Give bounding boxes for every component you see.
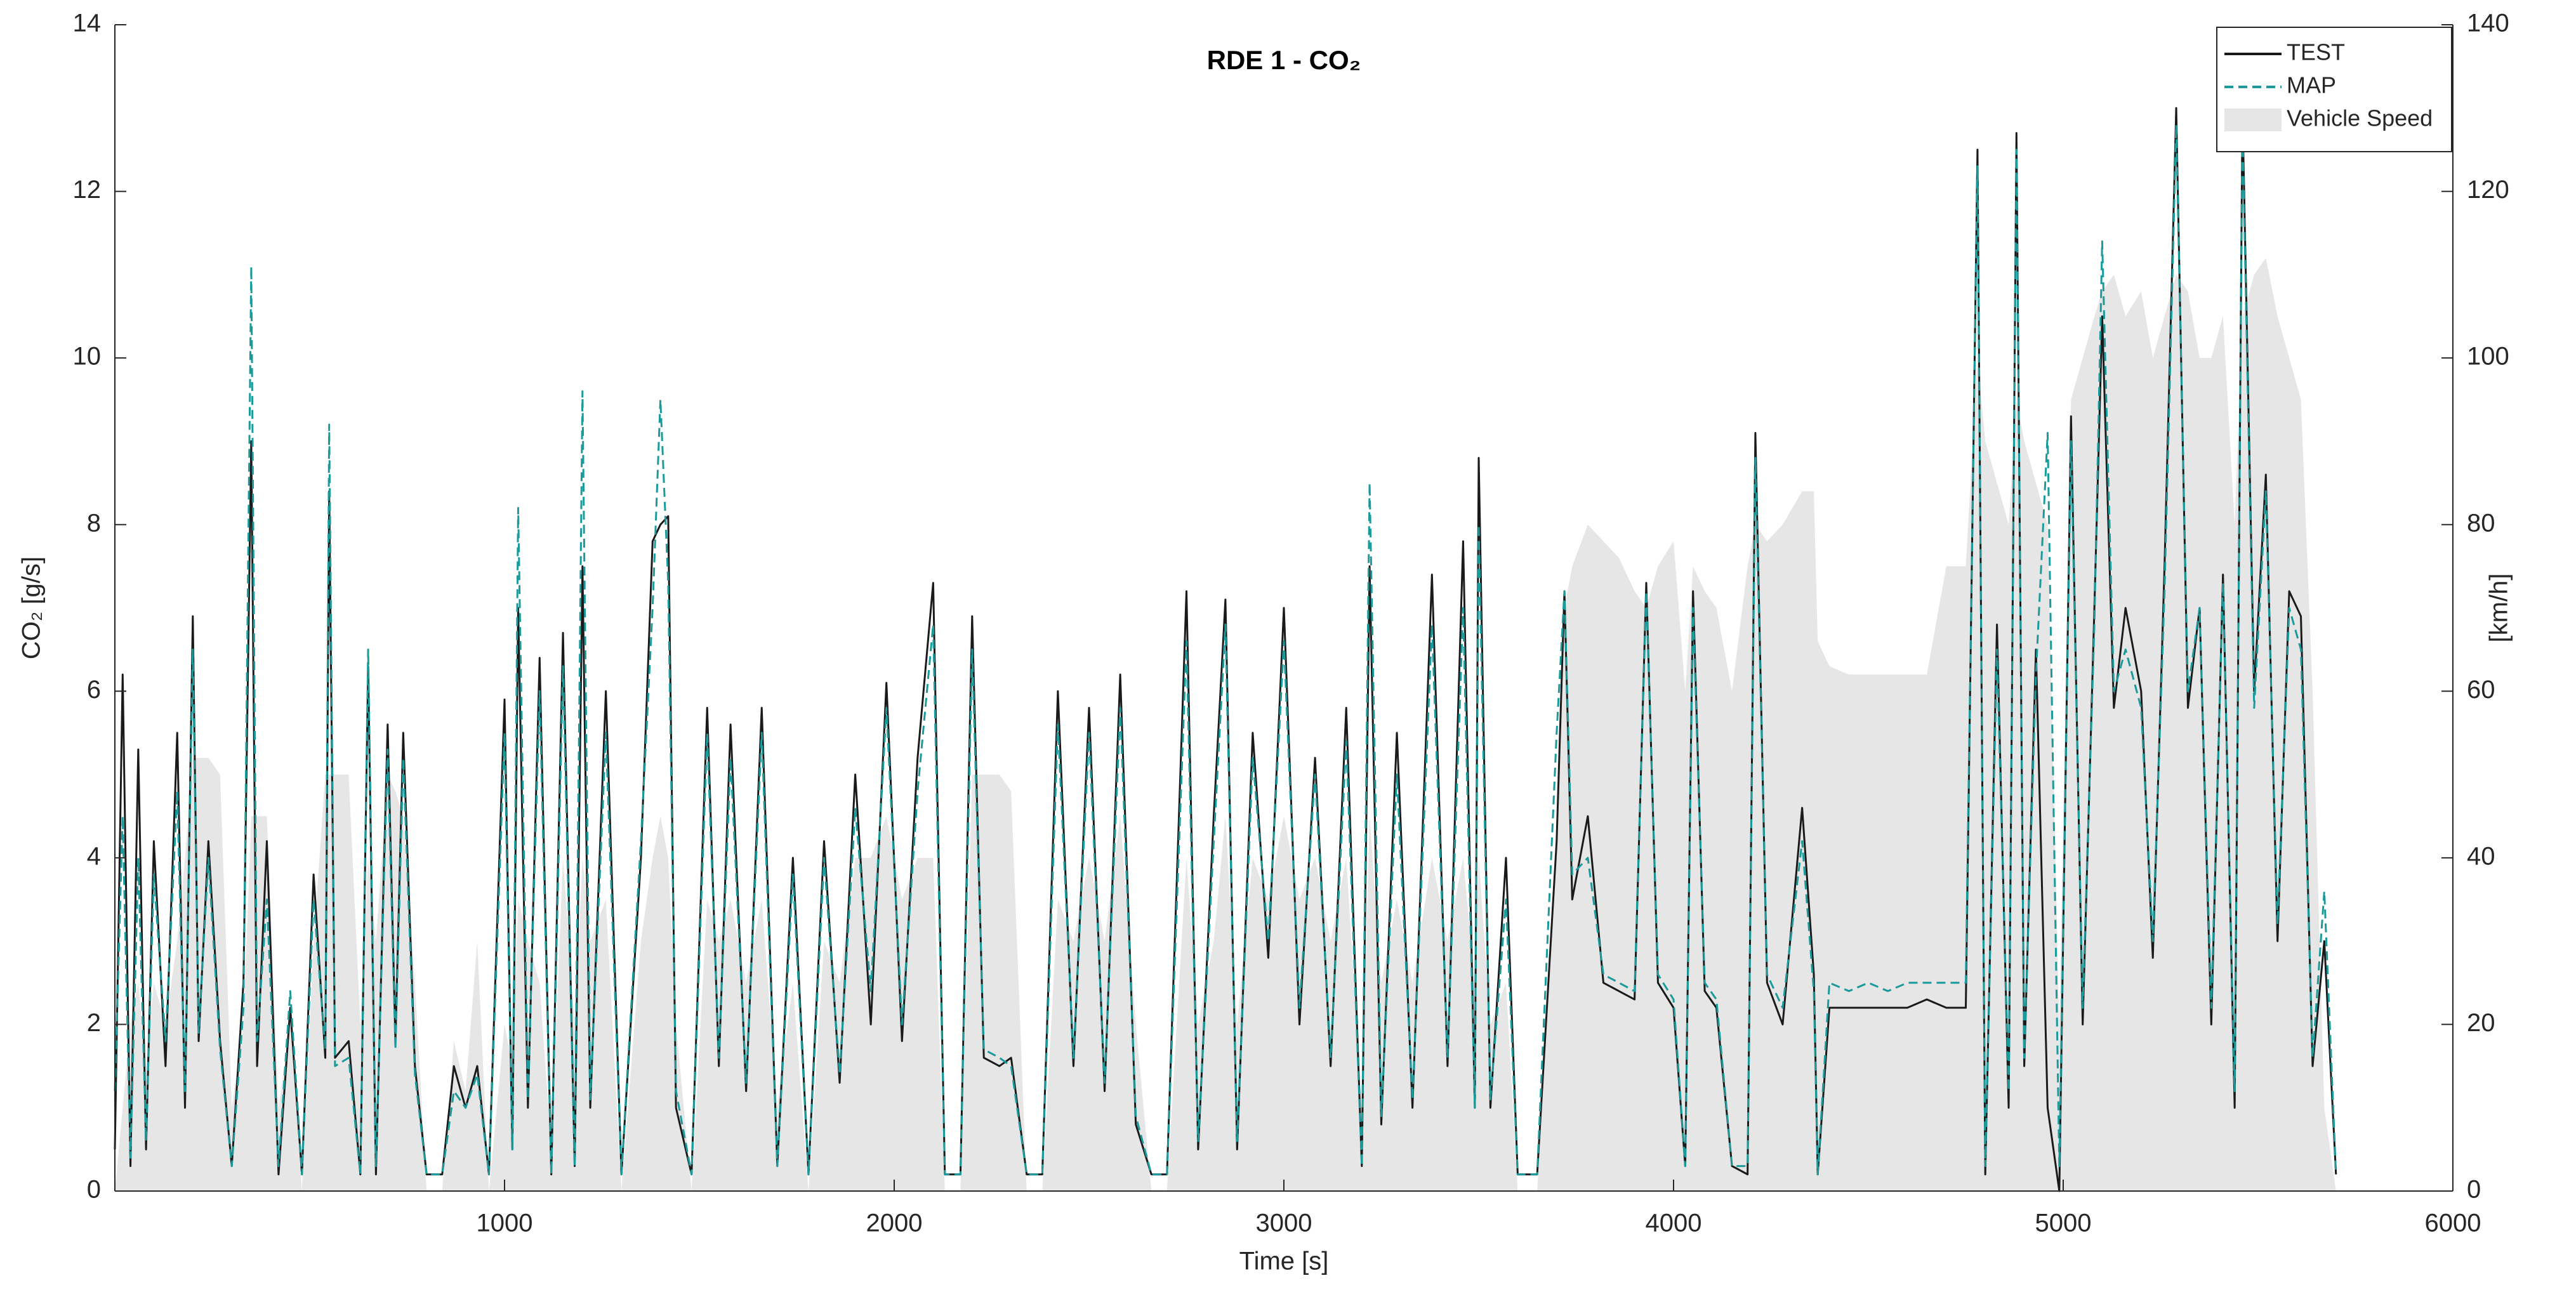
series-line — [114, 107, 2337, 1192]
y2-tick-label: 60 — [2467, 676, 2495, 704]
y2-tick-label: 80 — [2467, 509, 2495, 537]
plot-area — [114, 107, 2337, 1192]
x-tick-label: 3000 — [1256, 1209, 1312, 1237]
y2-tick-label: 120 — [2467, 176, 2509, 204]
chart-title: RDE 1 - CO₂ — [1207, 45, 1361, 75]
y2-tick-label: 20 — [2467, 1009, 2495, 1037]
y2-tick-label: 100 — [2467, 343, 2509, 371]
y2-axis-label: [km/h] — [2485, 574, 2513, 643]
legend-label: TEST — [2287, 39, 2345, 65]
x-axis-label: Time [s] — [1239, 1248, 1329, 1275]
y-tick-label: 12 — [73, 176, 102, 204]
y-axis-label: CO₂ [g/s] — [18, 557, 46, 659]
y-tick-label: 0 — [87, 1176, 101, 1204]
speed-area — [115, 258, 2336, 1192]
y-tick-label: 10 — [73, 343, 102, 371]
y-tick-label: 8 — [87, 509, 101, 537]
y-tick-label: 6 — [87, 676, 101, 704]
y2-tick-label: 0 — [2467, 1176, 2481, 1204]
y2-tick-label: 140 — [2467, 10, 2509, 37]
x-tick-label: 4000 — [1646, 1209, 1702, 1237]
legend-label: MAP — [2287, 72, 2336, 98]
x-tick-label: 5000 — [2035, 1209, 2092, 1237]
legend-swatch — [2224, 109, 2282, 131]
y-tick-label: 2 — [87, 1009, 101, 1037]
legend: TEST MAP Vehicle Speed — [2216, 27, 2452, 152]
y2-tick-label: 40 — [2467, 842, 2495, 870]
y-tick-label: 4 — [87, 842, 101, 870]
x-tick-label: 2000 — [866, 1209, 923, 1237]
legend-box — [2216, 27, 2452, 152]
x-tick-label: 1000 — [477, 1209, 533, 1237]
series-line — [114, 124, 2337, 1176]
x-tick-label: 6000 — [2425, 1209, 2481, 1237]
y-tick-label: 14 — [73, 10, 102, 37]
legend-label: Vehicle Speed — [2287, 105, 2433, 131]
